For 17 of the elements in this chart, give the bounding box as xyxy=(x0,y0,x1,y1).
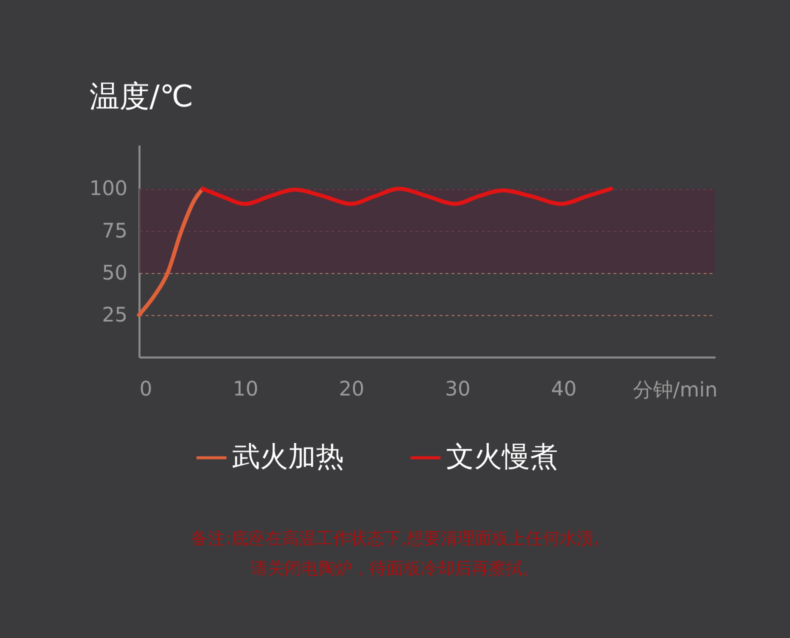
y-tick-label: 50 xyxy=(102,260,128,284)
x-tick-label: 20 xyxy=(338,376,364,400)
y-tick-label: 100 xyxy=(89,176,128,200)
y-axis-title: 温度/℃ xyxy=(90,80,194,114)
legend-label: 武火加热 xyxy=(232,440,344,473)
y-tick-label: 25 xyxy=(102,302,128,326)
x-tick-label: 40 xyxy=(551,376,577,400)
x-axis-title: 分钟/min xyxy=(633,378,718,402)
y-tick-label: 75 xyxy=(102,218,128,242)
x-tick-label: 10 xyxy=(232,376,258,400)
legend-label: 文火慢煮 xyxy=(446,440,558,473)
text: 备注:底座在高温工作状态下,想要清理面板上任何水渍, xyxy=(190,528,600,551)
x-tick-label: 0 xyxy=(140,376,152,400)
x-tick-label: 30 xyxy=(445,376,470,400)
text: 请关闭电陶炉，待面板冷却后再擦拭。 xyxy=(250,558,540,581)
line-series xyxy=(200,186,614,206)
line-series xyxy=(137,186,205,317)
